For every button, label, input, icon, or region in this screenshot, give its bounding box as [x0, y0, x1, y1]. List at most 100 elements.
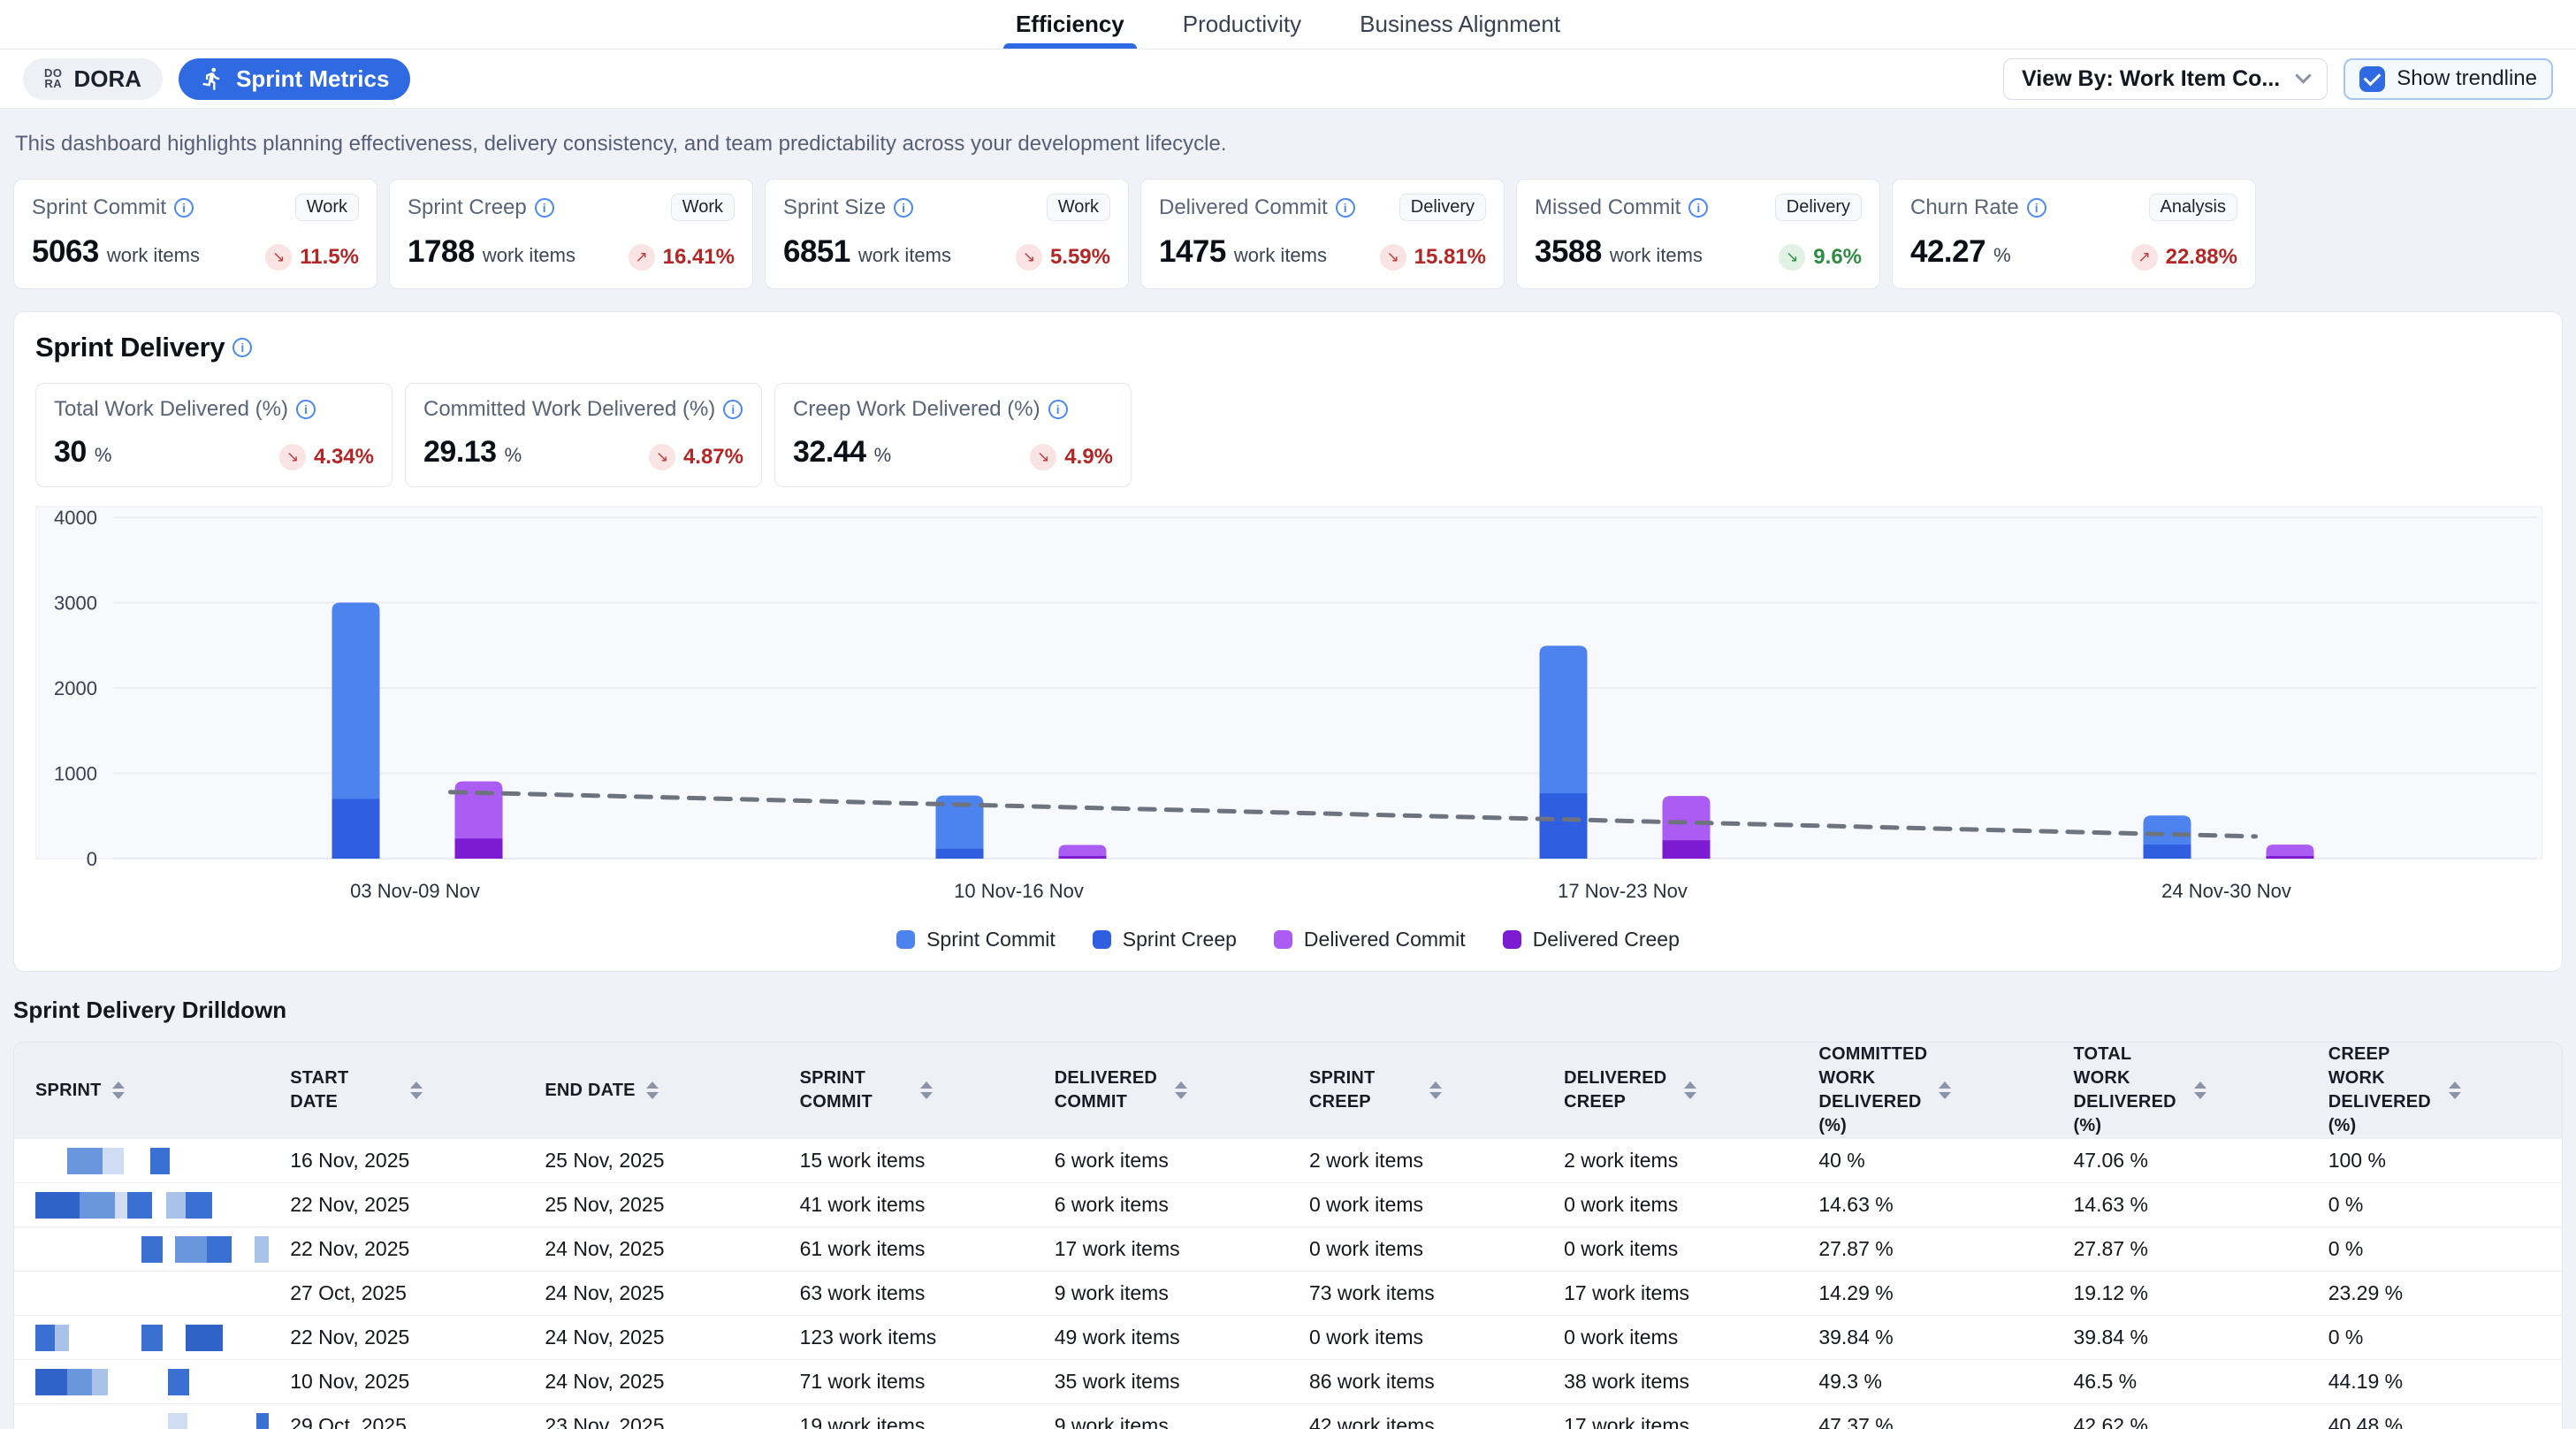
table-row[interactable]: 10 Nov, 202524 Nov, 202571 work items35 …: [14, 1360, 2562, 1404]
sort-up-icon: [920, 1081, 933, 1089]
info-icon[interactable]: i: [723, 400, 743, 419]
redacted-block: [80, 1192, 115, 1219]
legend-item-delivered-commit[interactable]: Delivered Commit: [1274, 928, 1466, 951]
trend-indicator: ↘4.34%: [279, 444, 374, 470]
trend-indicator: ↗16.41%: [629, 244, 735, 271]
redacted-block: [168, 1369, 189, 1395]
cell-sprint-creep: 0 work items: [1288, 1227, 1543, 1272]
info-icon[interactable]: i: [1336, 198, 1355, 218]
column-header-committed-work-delivered[interactable]: COMMITTED WORK DELIVERED (%): [1797, 1043, 2052, 1139]
metric-card-header: Committed Work Delivered (%) i: [423, 397, 743, 422]
checkbox-checked-icon[interactable]: [2359, 66, 2385, 92]
metric-card-title: Churn Rate: [1910, 195, 2019, 220]
dora-button[interactable]: DORA DORA: [23, 58, 163, 100]
column-header-sprint[interactable]: SPRINT: [14, 1043, 269, 1139]
legend-item-sprint-commit[interactable]: Sprint Commit: [896, 928, 1056, 951]
cell-creep-work-delivered: 0 %: [2307, 1227, 2562, 1272]
info-icon[interactable]: i: [1688, 198, 1708, 218]
column-header-label: END DATE: [545, 1079, 635, 1103]
table-row[interactable]: 22 Nov, 202524 Nov, 2025123 work items49…: [14, 1316, 2562, 1360]
trend-indicator: ↘11.5%: [265, 244, 359, 271]
x-axis-category-label: 10 Nov-16 Nov: [954, 880, 1084, 902]
bar-delivered-creep: [2267, 856, 2314, 859]
cell-sprint-commit: 41 work items: [779, 1183, 1033, 1227]
redacted-block: [256, 1413, 269, 1429]
sort-down-icon: [410, 1092, 423, 1099]
table-row[interactable]: 22 Nov, 202524 Nov, 202561 work items17 …: [14, 1227, 2562, 1272]
sort-icon[interactable]: [112, 1081, 125, 1099]
column-header-label: START DATE: [290, 1066, 400, 1114]
column-header-end-date[interactable]: END DATE: [523, 1043, 778, 1139]
table-row[interactable]: 16 Nov, 202525 Nov, 202515 work items6 w…: [14, 1139, 2562, 1183]
table-row[interactable]: 29 Oct, 202523 Nov, 202519 work items9 w…: [14, 1404, 2562, 1429]
sprint-delivery-chart: 0100020003000400003 Nov-09 Nov10 Nov-16 …: [35, 503, 2541, 917]
table-row[interactable]: 22 Nov, 202525 Nov, 202541 work items6 w…: [14, 1183, 2562, 1227]
metric-card-header: Delivered CommitiDelivery: [1159, 194, 1486, 221]
view-by-dropdown[interactable]: View By: Work Item Co...: [2003, 58, 2328, 100]
tab-productivity[interactable]: Productivity: [1179, 0, 1305, 49]
legend-label: Sprint Commit: [926, 928, 1056, 951]
sort-down-icon: [920, 1092, 933, 1099]
redacted-block: [166, 1192, 186, 1219]
x-axis-category-label: 03 Nov-09 Nov: [350, 880, 480, 902]
sprint-metrics-button[interactable]: Sprint Metrics: [179, 58, 410, 100]
metric-card-sprint-commit: Sprint CommitiWork5063work items↘11.5%: [13, 179, 377, 289]
drilldown-table-card: SPRINT START DATE END DATE SPRINT COMMIT DEL…: [13, 1042, 2563, 1429]
sort-up-icon: [1939, 1081, 1951, 1089]
column-header-delivered-creep[interactable]: DELIVERED CREEP: [1543, 1043, 1797, 1139]
sort-icon[interactable]: [1429, 1081, 1442, 1099]
sprint-delivery-cards-row: Total Work Delivered (%)i30%↘4.34% Commit…: [35, 383, 2541, 487]
column-header-label: DELIVERED COMMIT: [1055, 1066, 1164, 1114]
column-header-sprint-creep[interactable]: SPRINT CREEP: [1288, 1043, 1543, 1139]
sort-icon[interactable]: [1939, 1081, 1951, 1099]
cell-end-date: 24 Nov, 2025: [523, 1227, 778, 1272]
column-header-sprint-commit[interactable]: SPRINT COMMIT: [779, 1043, 1033, 1139]
metric-card-total-work-delivered: Total Work Delivered (%)i30%↘4.34%: [35, 383, 392, 487]
info-icon[interactable]: i: [535, 198, 554, 218]
sprint-delivery-title: Sprint Delivery: [35, 332, 225, 363]
cell-delivered-creep: 0 work items: [1543, 1227, 1797, 1272]
column-header-total-work-delivered[interactable]: TOTAL WORK DELIVERED (%): [2053, 1043, 2307, 1139]
top-tab-bar: Efficiency Productivity Business Alignment: [0, 0, 2576, 50]
info-icon[interactable]: i: [2027, 198, 2046, 218]
legend-item-delivered-creep[interactable]: Delivered Creep: [1503, 928, 1680, 951]
sort-down-icon: [646, 1092, 659, 1099]
legend-item-sprint-creep[interactable]: Sprint Creep: [1093, 928, 1237, 951]
column-header-start-date[interactable]: START DATE: [269, 1043, 523, 1139]
tab-business-alignment[interactable]: Business Alignment: [1356, 0, 1564, 49]
trend-indicator: ↘9.6%: [1779, 244, 1862, 271]
cell-delivered-commit: 9 work items: [1033, 1404, 1288, 1429]
metric-card-unit: %: [1993, 244, 2011, 267]
column-header-creep-work-delivered[interactable]: CREEP WORK DELIVERED (%): [2307, 1043, 2562, 1139]
cell-creep-work-delivered: 40.48 %: [2307, 1404, 2562, 1429]
metric-card-unit: work items: [1234, 244, 1327, 267]
redacted-block: [115, 1192, 127, 1219]
redacted-block: [127, 1192, 152, 1219]
metric-card-value-row: 29.13%↘4.87%: [423, 435, 743, 470]
info-icon[interactable]: i: [1048, 400, 1068, 419]
column-header-label: SPRINT COMMIT: [800, 1066, 910, 1114]
bar-sprint-creep: [1540, 793, 1588, 859]
tab-efficiency[interactable]: Efficiency: [1012, 0, 1128, 49]
info-icon[interactable]: i: [232, 338, 252, 357]
info-icon[interactable]: i: [296, 400, 316, 419]
column-header-delivered-commit[interactable]: DELIVERED COMMIT: [1033, 1043, 1288, 1139]
show-trendline-toggle[interactable]: Show trendline: [2344, 58, 2553, 100]
sort-icon[interactable]: [1175, 1081, 1187, 1099]
metric-card-title: Committed Work Delivered (%): [423, 397, 715, 422]
redacted-sprint-name: [35, 1146, 265, 1176]
sort-icon[interactable]: [646, 1081, 659, 1099]
metric-card-value: 6851: [783, 234, 850, 270]
sort-icon[interactable]: [410, 1081, 423, 1099]
sort-icon[interactable]: [920, 1081, 933, 1099]
info-icon[interactable]: i: [174, 198, 194, 218]
table-row[interactable]: 27 Oct, 202524 Nov, 202563 work items9 w…: [14, 1272, 2562, 1316]
cell-creep-work-delivered: 44.19 %: [2307, 1360, 2562, 1404]
legend-swatch: [1274, 930, 1292, 949]
sort-icon[interactable]: [2194, 1081, 2206, 1099]
cell-sprint-commit: 123 work items: [779, 1316, 1033, 1360]
sort-icon[interactable]: [2449, 1081, 2461, 1099]
sort-icon[interactable]: [1684, 1081, 1696, 1099]
sort-down-icon: [1684, 1092, 1696, 1099]
info-icon[interactable]: i: [894, 198, 913, 218]
